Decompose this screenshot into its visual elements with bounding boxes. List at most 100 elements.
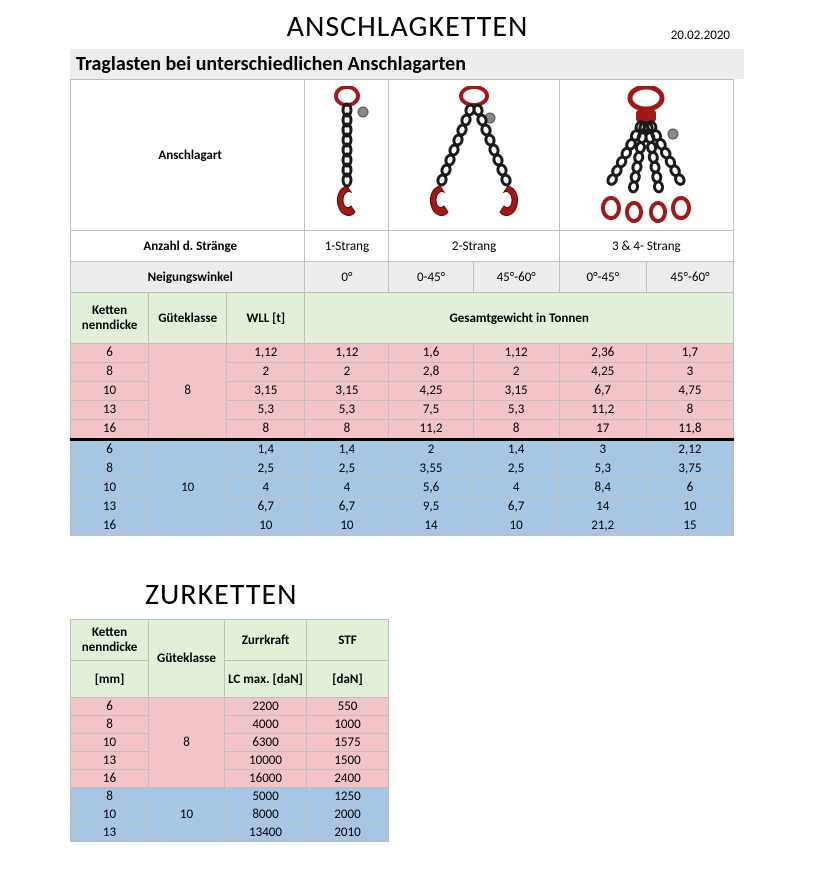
wll-header: WLL [t] — [227, 293, 305, 344]
t2-stf-header: STF — [307, 620, 389, 661]
table-cell: 13 — [71, 401, 149, 420]
chain-1-strand-icon — [305, 80, 389, 231]
table-cell: 1000 — [307, 716, 389, 734]
table-cell: 13 — [71, 752, 149, 770]
winkel-2: 45°-60° — [473, 262, 559, 293]
table-cell: 1,12 — [227, 344, 305, 363]
table-cell: 2000 — [307, 806, 389, 824]
table-cell: 10 — [71, 382, 149, 401]
table-cell: 6,7 — [305, 498, 389, 517]
table-cell: 2 — [389, 440, 473, 460]
table-cell: 10 — [71, 479, 149, 498]
table-cell: 10 — [71, 734, 149, 752]
table-cell: 6 — [71, 440, 149, 460]
table-cell: 8 — [71, 363, 149, 382]
strang-34: 3 & 4- Strang — [559, 231, 733, 262]
neigung-label: Neigungswinkel — [71, 262, 305, 293]
table-cell: 16 — [71, 770, 149, 788]
anzahl-label: Anzahl d. Stränge — [71, 231, 305, 262]
table-cell: 3,15 — [305, 382, 389, 401]
table-cell: 4,25 — [389, 382, 473, 401]
doc-date: 20.02.2020 — [671, 28, 730, 43]
table-cell: 6 — [71, 344, 149, 363]
table-cell: 1,4 — [473, 440, 559, 460]
table-cell: 16 — [71, 420, 149, 440]
table-cell: 6,7 — [473, 498, 559, 517]
table-cell: 21,2 — [559, 517, 646, 536]
table-cell: 8 — [71, 460, 149, 479]
table-cell: 16000 — [225, 770, 307, 788]
anschlagart-label: Anschlagart — [71, 80, 305, 231]
table-cell: 2200 — [225, 698, 307, 716]
chain-2-strand-icon — [389, 80, 559, 231]
t2-dan-header: [daN] — [307, 661, 389, 698]
table-cell: 10 — [473, 517, 559, 536]
table-cell: 14 — [389, 517, 473, 536]
table-cell: 16 — [71, 517, 149, 536]
table-cell: 3 — [559, 440, 646, 460]
table-cell: 3,15 — [473, 382, 559, 401]
table-cell: 4,75 — [646, 382, 733, 401]
table-cell: 2 — [227, 363, 305, 382]
guete-cell: 10 — [149, 788, 225, 842]
table-cell: 11,2 — [389, 420, 473, 440]
t2-ketten-header: Ketten nenndicke — [71, 620, 149, 661]
table-cell: 3 — [646, 363, 733, 382]
guete-header: Güteklasse — [149, 293, 227, 344]
table-cell: 2,5 — [227, 460, 305, 479]
table-cell: 6,7 — [559, 382, 646, 401]
table-cell: 2,36 — [559, 344, 646, 363]
table-cell: 8 — [71, 716, 149, 734]
table-cell: 8 — [227, 420, 305, 440]
table-cell: 8,4 — [559, 479, 646, 498]
table-cell: 1575 — [307, 734, 389, 752]
table-cell: 2,8 — [389, 363, 473, 382]
table-cell: 4000 — [225, 716, 307, 734]
table-cell: 4 — [227, 479, 305, 498]
t2-lc-header: LC max. [daN] — [225, 661, 307, 698]
gesamt-header: Gesamtgewicht in Tonnen — [305, 293, 734, 344]
table-cell: 1,6 — [389, 344, 473, 363]
table-cell: 1,7 — [646, 344, 733, 363]
table-cell: 1,4 — [227, 440, 305, 460]
table-cell: 4,25 — [559, 363, 646, 382]
table-cell: 6,7 — [227, 498, 305, 517]
table-cell: 1250 — [307, 788, 389, 806]
table-cell: 10000 — [225, 752, 307, 770]
table-cell: 1500 — [307, 752, 389, 770]
table-cell: 8 — [473, 420, 559, 440]
table-cell: 10 — [227, 517, 305, 536]
ketten-header: Ketten nenndicke — [71, 293, 149, 344]
table-cell: 13400 — [225, 824, 307, 842]
table-cell: 15 — [646, 517, 733, 536]
chain-3-4-strand-icon — [559, 80, 733, 231]
winkel-4: 45°-60° — [646, 262, 733, 293]
table-cell: 11,2 — [559, 401, 646, 420]
table-cell: 5,3 — [473, 401, 559, 420]
section-header: Traglasten bei unterschiedlichen Anschla… — [70, 49, 744, 79]
table-cell: 2 — [473, 363, 559, 382]
page-title: ANSCHLAGKETTEN — [287, 8, 529, 45]
table-cell: 8 — [71, 788, 149, 806]
table-cell: 8 — [646, 401, 733, 420]
table-cell: 2010 — [307, 824, 389, 842]
t2-mm-header: [mm] — [71, 661, 149, 698]
table-cell: 1,4 — [305, 440, 389, 460]
table-cell: 6 — [71, 698, 149, 716]
winkel-1: 0-45° — [389, 262, 473, 293]
table-cell: 13 — [71, 498, 149, 517]
t2-zurr-header: Zurrkraft — [225, 620, 307, 661]
guete-cell: 8 — [149, 698, 225, 788]
table-cell: 11,8 — [646, 420, 733, 440]
title-zurketten: ZURKETTEN — [145, 576, 815, 613]
table-cell: 6 — [646, 479, 733, 498]
zurketten-table: Ketten nenndicke Güteklasse Zurrkraft ST… — [70, 619, 389, 842]
table-cell: 10 — [646, 498, 733, 517]
table-cell: 1,12 — [305, 344, 389, 363]
strang-1: 1-Strang — [305, 231, 389, 262]
table-cell: 4 — [473, 479, 559, 498]
table-cell: 2,5 — [305, 460, 389, 479]
table-cell: 3,55 — [389, 460, 473, 479]
guete-cell: 10 — [149, 440, 227, 536]
table-cell: 14 — [559, 498, 646, 517]
